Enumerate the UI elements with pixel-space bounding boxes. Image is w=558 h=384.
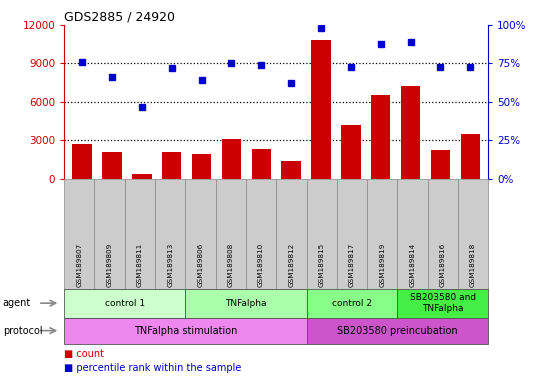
Text: GSM189807: GSM189807 xyxy=(76,243,83,287)
Bar xyxy=(401,86,420,179)
Text: GSM189810: GSM189810 xyxy=(258,243,264,287)
Bar xyxy=(192,154,211,179)
Text: GSM189809: GSM189809 xyxy=(107,243,113,287)
Bar xyxy=(431,151,450,179)
Text: GSM189817: GSM189817 xyxy=(349,243,355,287)
Bar xyxy=(132,174,152,179)
Bar xyxy=(102,152,122,179)
Bar xyxy=(460,134,480,179)
Text: GSM189813: GSM189813 xyxy=(167,243,173,287)
Text: GSM189815: GSM189815 xyxy=(319,243,325,287)
Text: GSM189811: GSM189811 xyxy=(137,243,143,287)
Bar xyxy=(222,139,241,179)
Text: TNFalpha stimulation: TNFalpha stimulation xyxy=(134,326,237,336)
Text: agent: agent xyxy=(3,298,31,308)
Text: SB203580 preincubation: SB203580 preincubation xyxy=(337,326,458,336)
Bar xyxy=(281,161,301,179)
Bar xyxy=(311,40,331,179)
Bar xyxy=(371,95,391,179)
Text: control 2: control 2 xyxy=(332,299,372,308)
Text: GSM189818: GSM189818 xyxy=(470,243,476,287)
Bar xyxy=(341,125,360,179)
Text: GSM189819: GSM189819 xyxy=(379,243,385,287)
Text: GSM189814: GSM189814 xyxy=(410,243,416,287)
Text: GSM189808: GSM189808 xyxy=(228,243,234,287)
Text: control 1: control 1 xyxy=(105,299,145,308)
Text: ■ percentile rank within the sample: ■ percentile rank within the sample xyxy=(64,363,242,373)
Bar xyxy=(73,144,92,179)
Text: GSM189816: GSM189816 xyxy=(440,243,446,287)
Text: GSM189812: GSM189812 xyxy=(288,243,295,287)
Text: protocol: protocol xyxy=(3,326,42,336)
Text: GSM189806: GSM189806 xyxy=(198,243,204,287)
Bar xyxy=(252,149,271,179)
Text: SB203580 and
TNFalpha: SB203580 and TNFalpha xyxy=(410,293,476,313)
Text: GDS2885 / 24920: GDS2885 / 24920 xyxy=(64,11,175,24)
Text: ■ count: ■ count xyxy=(64,349,104,359)
Bar xyxy=(162,152,181,179)
Text: TNFalpha: TNFalpha xyxy=(225,299,267,308)
